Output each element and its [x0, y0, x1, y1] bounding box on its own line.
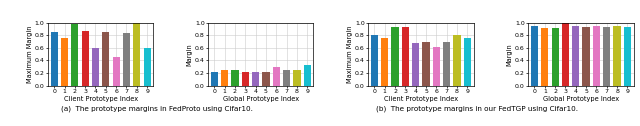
Bar: [231, 70, 239, 86]
Bar: [464, 38, 471, 86]
Bar: [283, 70, 290, 86]
Y-axis label: Maximum Margin: Maximum Margin: [27, 25, 33, 83]
Text: (a)  The prototype margins in FedProto using Cifar10.: (a) The prototype margins in FedProto us…: [61, 105, 253, 112]
Bar: [443, 42, 451, 86]
X-axis label: Global Prototype Index: Global Prototype Index: [543, 96, 619, 102]
Bar: [392, 27, 399, 86]
Bar: [562, 23, 569, 86]
Bar: [541, 28, 548, 86]
Bar: [51, 32, 58, 86]
Bar: [582, 27, 589, 86]
Bar: [113, 57, 120, 86]
Y-axis label: Margin: Margin: [507, 43, 513, 66]
X-axis label: Client Prototype Index: Client Prototype Index: [63, 96, 138, 102]
Bar: [71, 24, 79, 86]
X-axis label: Client Prototype Index: Client Prototype Index: [384, 96, 458, 102]
Bar: [211, 72, 218, 86]
Y-axis label: Maximum Margin: Maximum Margin: [347, 25, 353, 83]
Bar: [552, 28, 559, 86]
Text: (b)  The prototype margins in our FedTGP using Cifar10.: (b) The prototype margins in our FedTGP …: [376, 105, 578, 112]
Bar: [433, 47, 440, 86]
Bar: [143, 48, 151, 86]
Bar: [61, 38, 68, 86]
Bar: [624, 27, 631, 86]
Bar: [123, 33, 130, 86]
Bar: [221, 70, 228, 86]
Bar: [572, 26, 579, 86]
Bar: [402, 27, 409, 86]
Bar: [453, 35, 461, 86]
Bar: [531, 26, 538, 86]
Bar: [293, 70, 301, 86]
Bar: [273, 67, 280, 86]
Bar: [614, 26, 621, 86]
Bar: [381, 38, 388, 86]
Bar: [603, 27, 611, 86]
Bar: [303, 65, 311, 86]
Bar: [412, 43, 419, 86]
Bar: [133, 23, 140, 86]
Bar: [422, 42, 429, 86]
Bar: [242, 72, 249, 86]
Bar: [92, 48, 99, 86]
Bar: [371, 35, 378, 86]
Bar: [262, 72, 269, 86]
Bar: [593, 26, 600, 86]
Bar: [102, 32, 109, 86]
Bar: [81, 31, 89, 86]
Bar: [252, 72, 259, 86]
X-axis label: Global Prototype Index: Global Prototype Index: [223, 96, 299, 102]
Y-axis label: Margin: Margin: [187, 43, 193, 66]
